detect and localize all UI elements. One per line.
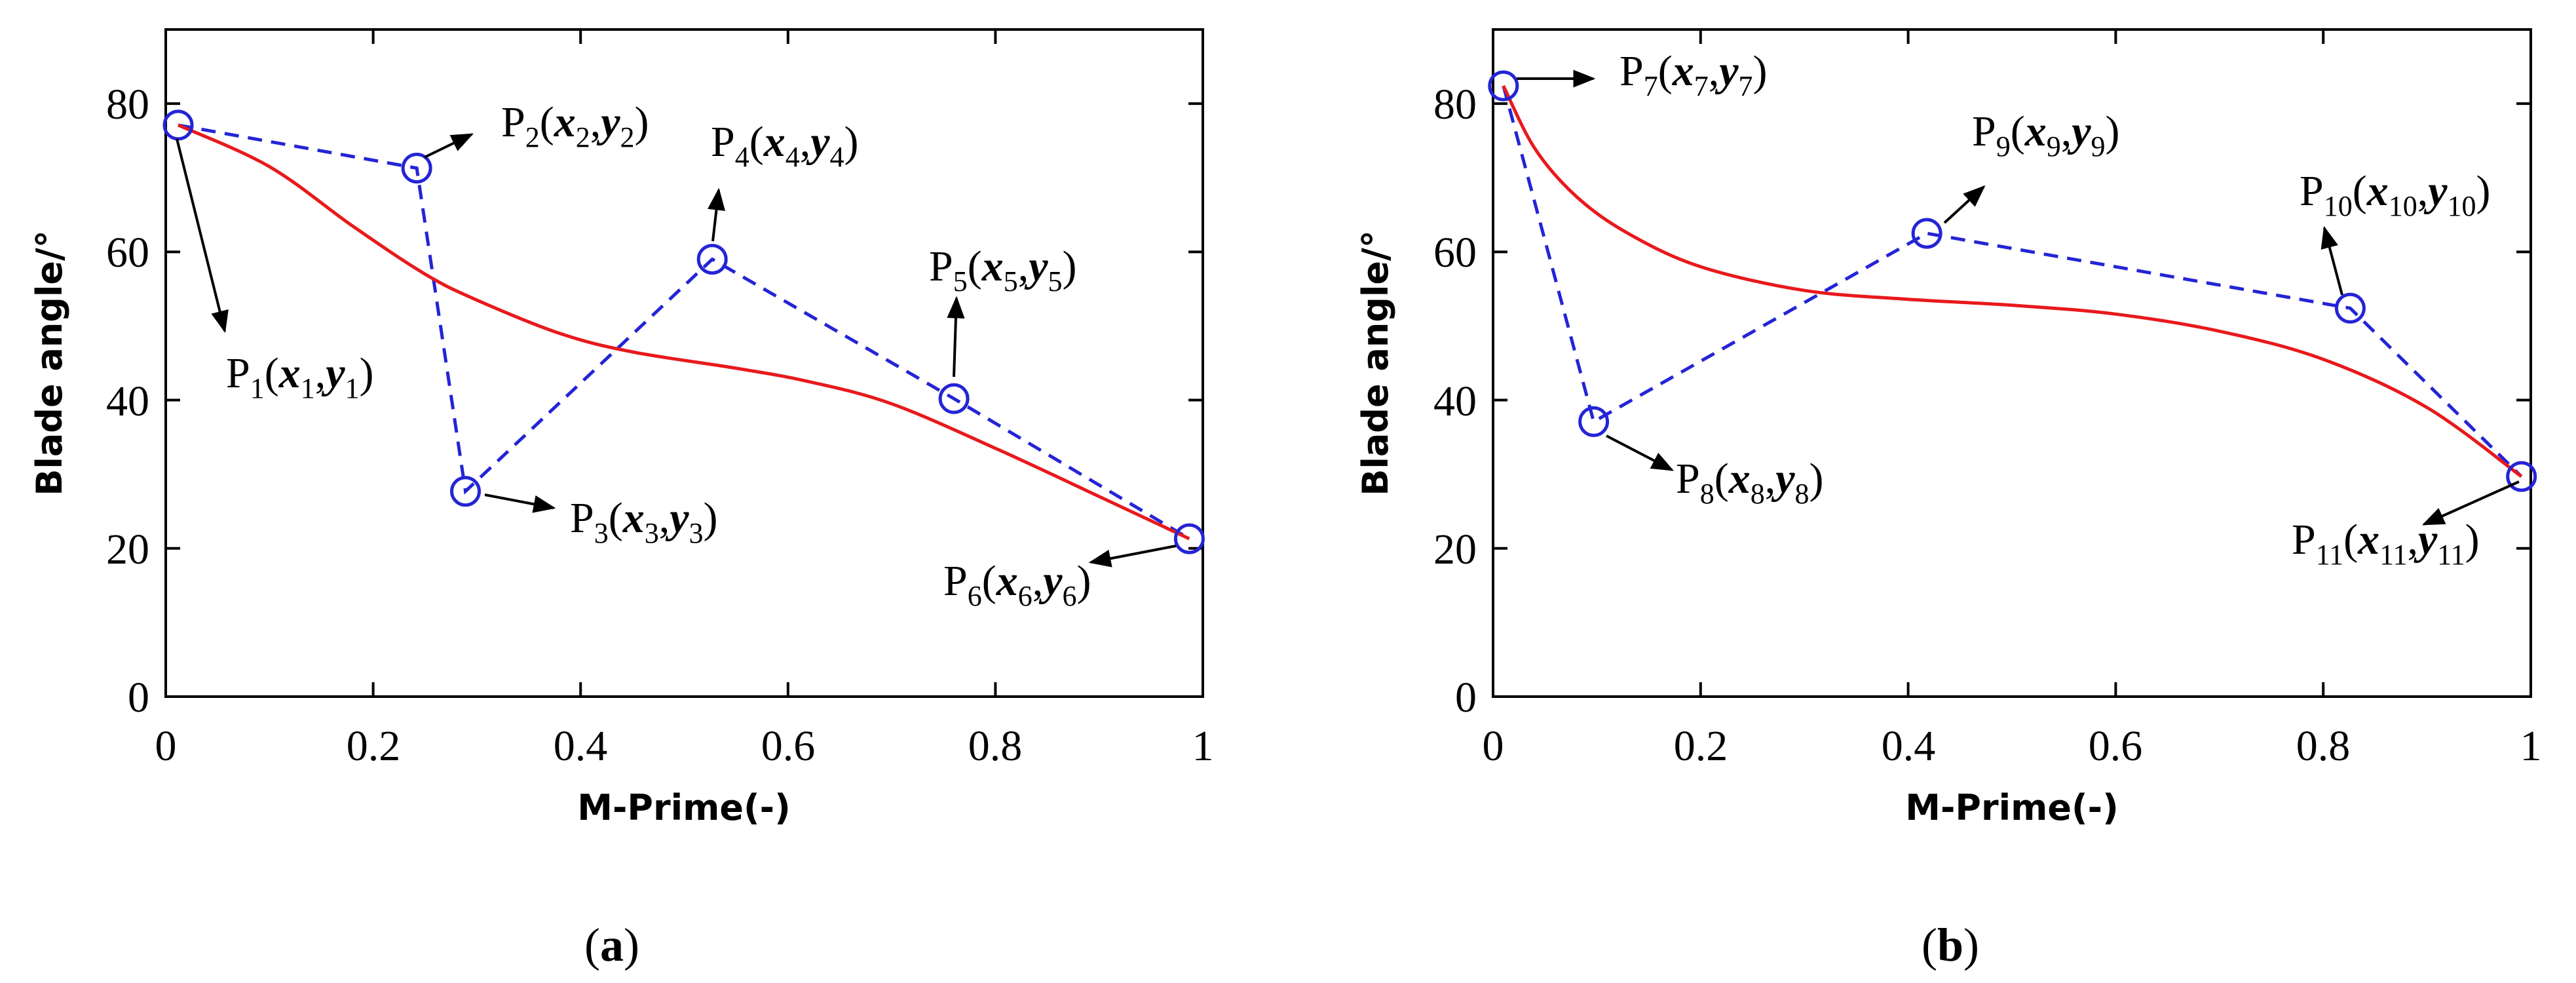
control-point-marker-p9 [1911,218,1942,249]
point-label-p6: P6(x6,y6) [943,557,1091,612]
control-point-marker-p10 [2334,292,2366,324]
annotation-arrow-p1 [176,138,229,334]
point-label-p5: P5(x5,y5) [929,242,1076,298]
point-label-p7: P7(x7,y7) [1619,47,1767,102]
x-tick-label: 1 [2520,722,2542,770]
x-axis-label: M-Prime(-) [1905,787,2119,828]
point-label-p10: P10(x10,y10) [2300,167,2490,222]
x-tick-label: 0.2 [1674,722,1728,770]
point-label-p11: P11(x11,y11) [2292,516,2480,571]
y-tick-label: 80 [106,81,149,128]
x-axis-label: M-Prime(-) [577,787,791,828]
point-label-p4: P4(x4,y4) [711,118,858,173]
panel-caption-a: (a) [584,919,639,971]
x-tick-label: 0.6 [2089,722,2143,770]
control-point-marker-p11 [2506,461,2537,492]
annotation-arrow-p5 [947,296,965,377]
annotation-arrow-p11 [2421,480,2520,526]
annotation-arrow-p6 [1088,545,1177,568]
control-polygon-b [1502,85,2523,478]
y-tick-label: 0 [128,674,149,722]
y-tick-label: 60 [106,229,149,277]
chart-panel-b: 0 0.2 0.4 0.6 0.8 1 0 20 40 60 80 M-Prim… [1355,28,2542,971]
x-tick-label: 0.8 [2296,722,2351,770]
control-point-marker-p3 [450,476,481,507]
x-tick-label: 0.8 [968,722,1023,770]
control-polygon-a [178,123,1190,541]
control-point-marker-p6 [1173,523,1205,554]
point-labels-b: P7(x7,y7) P8(x8,y8) P9(x9,y9) P10(x10,y1… [1619,47,2490,571]
control-point-marker-p8 [1578,406,1610,437]
x-tick-label: 0.2 [347,722,401,770]
plot-frame-b [1492,28,2532,698]
chart-panel-a: 0 0.2 0.4 0.6 0.8 1 0 20 40 60 80 M-Prim… [29,28,1214,971]
blade-angle-curve-b [1502,85,2523,478]
annotation-arrow-p4 [707,187,726,242]
x-tick-label: 0.4 [1882,722,1936,770]
point-label-p8: P8(x8,y8) [1676,455,1823,510]
x-tick-label: 0.4 [554,722,608,770]
x-tick-label: 0.6 [761,722,816,770]
point-label-p3: P3(x3,y3) [570,494,717,549]
y-axis-label: Blade angle/° [29,230,70,496]
control-point-marker-p2 [401,153,432,183]
axis-ticks-a [164,29,1204,698]
point-labels-a: P1(x1,y1) P2(x2,y2) P3(x3,y3) P4(x4,y4) … [226,98,1091,612]
plot-frame-a [164,28,1204,698]
annotation-arrow-p2 [424,133,474,159]
control-point-marker-p7 [1488,70,1519,102]
control-point-marker-p4 [696,244,728,275]
x-tick-label: 0 [1483,722,1504,770]
y-tick-label: 60 [1433,229,1477,277]
point-label-p2: P2(x2,y2) [501,98,649,153]
y-axis-label: Blade angle/° [1355,230,1396,496]
y-tick-label: 20 [106,526,149,573]
annotation-arrow-p10 [2320,225,2343,296]
y-tick-label: 20 [1433,526,1477,573]
point-label-p9: P9(x9,y9) [1972,107,2119,163]
axis-ticks-b [1492,29,2532,698]
annotation-arrow-p9 [1943,185,1986,224]
annotation-arrow-p3 [484,493,556,513]
y-tick-label: 40 [1433,377,1477,425]
annotation-arrow-p8 [1606,434,1675,471]
y-tick-label: 80 [1433,81,1477,128]
annotation-arrows-a [176,133,1177,568]
control-point-marker-p5 [938,383,970,414]
panel-caption-b: (b) [1922,919,1979,971]
y-tick-label: 0 [1455,674,1477,722]
x-tick-label: 1 [1192,722,1214,770]
blade-angle-curve-a [177,123,1190,541]
x-tick-label: 0 [155,722,177,770]
y-tick-label: 40 [106,377,149,425]
annotation-arrows-b [1517,69,2520,526]
point-label-p1: P1(x1,y1) [226,349,373,404]
